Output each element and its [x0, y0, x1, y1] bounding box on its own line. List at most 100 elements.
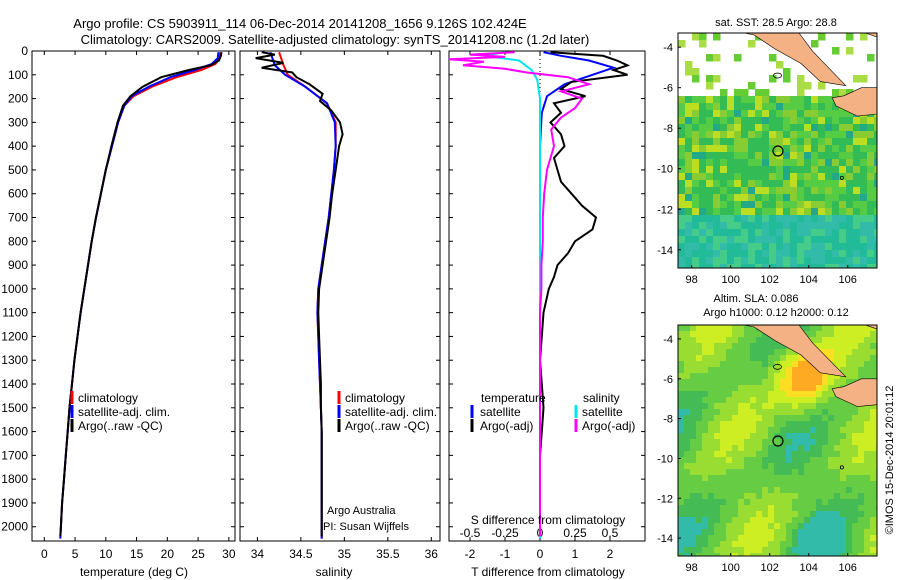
map-cell	[864, 493, 871, 500]
map-cell	[741, 117, 749, 125]
map-cell	[790, 103, 798, 111]
map-cell	[822, 397, 829, 404]
map-cell	[852, 499, 859, 506]
map-cell	[755, 208, 763, 216]
map-cell	[734, 208, 742, 216]
map-cell	[720, 229, 728, 237]
map-cell	[748, 201, 756, 209]
map-cell	[732, 487, 739, 494]
map-cell	[755, 236, 763, 244]
map-cell	[804, 523, 811, 530]
map-cell	[840, 367, 847, 374]
map-cell	[840, 517, 847, 524]
map-cell	[840, 535, 847, 542]
map-cell	[762, 250, 770, 258]
map-cell	[867, 173, 875, 181]
map-cell	[768, 457, 775, 464]
map-cell	[804, 445, 811, 452]
map-cell	[822, 391, 829, 398]
map-cell	[713, 152, 721, 160]
map-cell	[797, 229, 805, 237]
map-cell	[804, 481, 811, 488]
map-cell	[867, 138, 875, 146]
map-cell	[727, 250, 735, 258]
map-cell	[804, 367, 811, 374]
map-cell	[825, 250, 833, 258]
map-cell	[840, 349, 847, 356]
map-cell	[874, 243, 877, 251]
map-cell	[822, 433, 829, 440]
map-cell	[792, 445, 799, 452]
map-cell	[762, 110, 770, 118]
map-cell	[864, 481, 871, 488]
map-cell	[726, 331, 733, 338]
map-cell	[790, 243, 798, 251]
map-cell	[804, 487, 811, 494]
map-cell	[853, 236, 861, 244]
y-tick-label: 1600	[1, 425, 28, 439]
map-cell	[741, 257, 749, 265]
map-cell	[768, 379, 775, 386]
map-cell	[825, 222, 833, 230]
map-cell	[750, 343, 757, 350]
map-cell	[756, 337, 763, 344]
map-cell	[839, 138, 847, 146]
map-cell	[726, 463, 733, 470]
map-cell	[768, 439, 775, 446]
map-cell	[864, 487, 871, 494]
map-cell	[822, 445, 829, 452]
map-cell	[734, 138, 742, 146]
map-cell	[769, 159, 777, 167]
map-cell	[692, 103, 700, 111]
map-cell	[750, 499, 757, 506]
map-cell	[822, 547, 829, 554]
map-cell	[822, 487, 829, 494]
map-cell	[853, 257, 861, 265]
map-cell	[867, 264, 875, 268]
map-cell	[684, 331, 691, 338]
map-cell	[727, 166, 735, 174]
map-cell	[810, 553, 817, 556]
map-cell	[828, 535, 835, 542]
map-cell	[692, 173, 700, 181]
map-cell	[685, 208, 693, 216]
map-cell	[783, 236, 791, 244]
map-cell	[832, 117, 840, 125]
map-cell	[762, 343, 769, 350]
map-cell	[853, 222, 861, 230]
map-cell	[774, 367, 781, 374]
map-cell	[776, 257, 784, 265]
map-cell	[726, 469, 733, 476]
map-cell	[804, 403, 811, 410]
map-cell	[816, 535, 823, 542]
map-cell	[738, 325, 745, 332]
map-cell	[818, 264, 826, 268]
map-cell	[768, 535, 775, 542]
map-cell	[750, 451, 757, 458]
map-cell	[797, 180, 805, 188]
map-cell	[846, 159, 854, 167]
map-cell	[786, 517, 793, 524]
map-cell	[684, 355, 691, 362]
map-cell	[708, 373, 715, 380]
temperature-panel: 0100200300400500600700800900100011001200…	[1, 44, 236, 561]
map-cell	[692, 236, 700, 244]
map-cell	[811, 138, 819, 146]
map-cell	[762, 433, 769, 440]
map-cell	[798, 415, 805, 422]
map-cell	[769, 257, 777, 265]
map-cell	[714, 541, 721, 548]
map-cell	[732, 337, 739, 344]
map-cell	[699, 40, 707, 48]
map-cell	[867, 187, 875, 195]
map-cell	[839, 124, 847, 132]
map-cell	[780, 541, 787, 548]
map-cell	[762, 505, 769, 512]
map-cell	[804, 415, 811, 422]
map-cell	[734, 264, 742, 268]
map-cell	[798, 553, 805, 556]
x-tick-label: 10	[99, 547, 113, 561]
map-cell	[846, 337, 853, 344]
map-cell	[678, 475, 685, 482]
map-cell	[874, 215, 877, 223]
